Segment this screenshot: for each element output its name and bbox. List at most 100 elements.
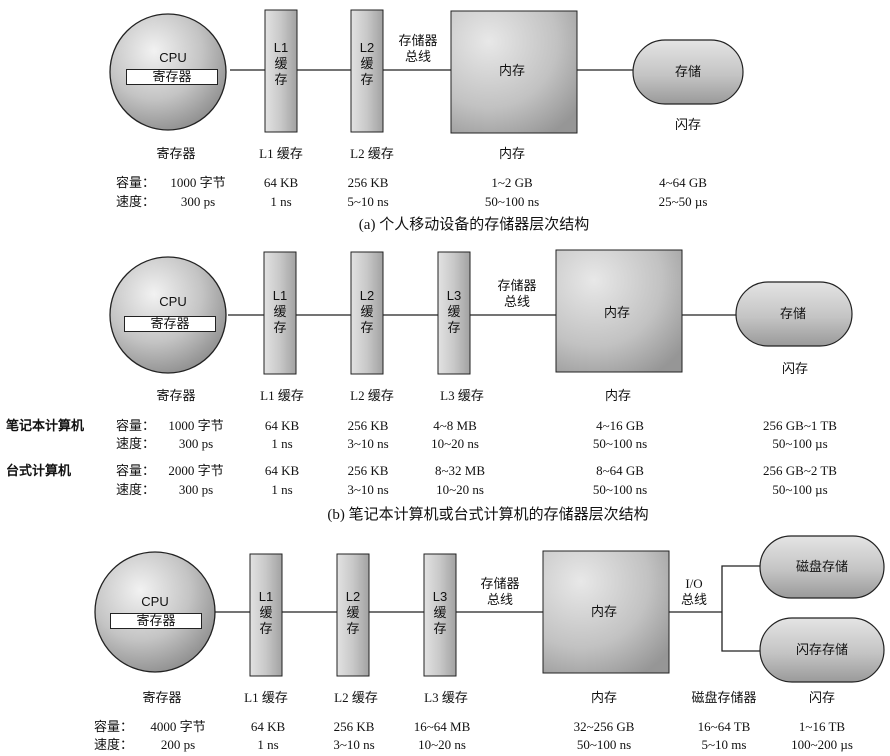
flash-storage-pill-c <box>759 617 885 683</box>
l2-short-b: L2 <box>359 288 375 303</box>
l1-short-c: L1 <box>258 589 274 604</box>
b-desktop-cap-flash: 256 GB~2 TB <box>763 463 837 478</box>
l1-char2-c: 存 <box>259 621 273 636</box>
panel-b-graphics <box>109 249 853 375</box>
c-speed-registers: 200 ps <box>160 737 196 752</box>
l1-cache-block-a <box>264 9 298 133</box>
c-cap-flash: 1~16 TB <box>798 719 846 734</box>
l2-cache-block-a <box>350 9 384 133</box>
b-desktop-cap-l2: 256 KB <box>347 463 389 478</box>
c-speed-l3: 10~20 ns <box>418 737 466 752</box>
l2-short-a: L2 <box>359 40 375 55</box>
memory-inbox-b: 内存 <box>603 305 631 320</box>
c-speed-l2: 3~10 ns <box>333 737 375 752</box>
b-desktop-speed-l3: 10~20 ns <box>436 482 484 497</box>
b-laptop-speed-registers: 300 ps <box>178 436 214 451</box>
l2-short-c: L2 <box>345 589 361 604</box>
a-cap-memory: 1~2 GB <box>491 175 533 190</box>
speed-label-b-laptop: 速度： <box>116 436 156 451</box>
flash-storage-inbox-c: 闪存存储 <box>795 642 849 657</box>
memory-inbox-c: 内存 <box>590 604 618 619</box>
cpu-circle-b <box>109 256 227 374</box>
b-desktop-speed-registers: 300 ps <box>178 482 214 497</box>
memory-bus-label2-a: 总线 <box>404 49 432 64</box>
l1-char2-b: 存 <box>273 320 287 335</box>
desktop-label: 台式计算机 <box>6 463 72 478</box>
a-speed-l1: 1 ns <box>270 194 292 209</box>
memory-bus-label1-c: 存储器 <box>480 576 520 591</box>
memory-block-a <box>450 10 578 134</box>
b-laptop-speed-l1: 1 ns <box>271 436 293 451</box>
b-laptop-speed-l3: 10~20 ns <box>431 436 479 451</box>
c-cap-l2: 256 KB <box>333 719 375 734</box>
speed-label-a: 速度： <box>116 194 156 209</box>
b-laptop-speed-flash: 50~100 µs <box>772 436 828 451</box>
flash-caption-c: 闪存 <box>808 690 836 705</box>
storage-inbox-b: 存储 <box>779 306 807 321</box>
l3-cache-block-c <box>423 553 457 677</box>
l2-char1-a: 缓 <box>360 56 374 71</box>
io-bus-label2-c: 总线 <box>680 592 708 607</box>
b-laptop-cap-l1: 64 KB <box>264 418 300 433</box>
l1-char2-a: 存 <box>274 72 288 87</box>
c-cap-registers: 4000 字节 <box>150 719 206 734</box>
a-speed-l2: 5~10 ns <box>347 194 389 209</box>
c-speed-memory: 50~100 ns <box>576 737 632 752</box>
l2-cache-block-b <box>350 251 384 375</box>
l3-short-c: L3 <box>432 589 448 604</box>
memory-bus-label1-a: 存储器 <box>398 33 438 48</box>
capacity-label-b-desktop: 容量： <box>116 463 156 478</box>
panel-c-graphics <box>94 535 885 683</box>
disk-storage-caption-c: 磁盘存储器 <box>691 690 757 705</box>
storage-inbox-a: 存储 <box>674 64 702 79</box>
l1-cache-caption-b: L1 缓存 <box>260 388 304 403</box>
c-speed-l1: 1 ns <box>257 737 279 752</box>
disk-storage-pill-c <box>759 535 885 599</box>
registers-caption-c: 寄存器 <box>142 690 182 705</box>
c-speed-disk: 5~10 ms <box>701 737 747 752</box>
b-desktop-speed-memory: 50~100 ns <box>592 482 648 497</box>
l2-cache-caption-c: L2 缓存 <box>334 690 378 705</box>
c-speed-flash: 100~200 µs <box>791 737 853 752</box>
a-speed-flash: 25~50 µs <box>658 194 708 209</box>
cpu-circle-c <box>94 551 216 673</box>
b-laptop-cap-registers: 1000 字节 <box>168 418 224 433</box>
b-desktop-cap-l3: 8~32 MB <box>434 463 486 478</box>
caption-a: (a) 个人移动设备的存储器层次结构 <box>358 217 590 233</box>
registers-caption-b: 寄存器 <box>156 388 196 403</box>
capacity-label-c: 容量： <box>94 719 134 734</box>
caption-b: (b) 笔记本计算机或台式计算机的存储器层次结构 <box>327 507 649 523</box>
b-laptop-speed-l2: 3~10 ns <box>347 436 389 451</box>
capacity-label-a: 容量： <box>116 175 156 190</box>
b-laptop-cap-flash: 256 GB~1 TB <box>763 418 837 433</box>
l1-cache-block-c <box>249 553 283 677</box>
memory-bus-label1-b: 存储器 <box>497 278 537 293</box>
a-cap-flash: 4~64 GB <box>659 175 707 190</box>
memory-block-c <box>542 550 670 674</box>
l3-char2-c: 存 <box>433 621 447 636</box>
io-bus-label1-c: I/O <box>685 576 703 591</box>
a-speed-memory: 50~100 ns <box>484 194 540 209</box>
memory-caption-b: 内存 <box>604 388 632 403</box>
flash-label-a: 闪存 <box>674 117 702 132</box>
c-cap-disk: 16~64 TB <box>697 719 751 734</box>
l2-char1-c: 缓 <box>346 605 360 620</box>
b-laptop-speed-memory: 50~100 ns <box>592 436 648 451</box>
registers-caption-a: 寄存器 <box>156 146 196 161</box>
a-cap-l2: 256 KB <box>347 175 389 190</box>
c-cap-l3: 16~64 MB <box>413 719 471 734</box>
l2-cache-caption-b: L2 缓存 <box>350 388 394 403</box>
a-cap-l1: 64 KB <box>263 175 299 190</box>
register-box-c: 寄存器 <box>110 613 202 629</box>
l3-cache-caption-c: L3 缓存 <box>424 690 468 705</box>
b-desktop-cap-registers: 2000 字节 <box>168 463 224 478</box>
speed-label-b-desktop: 速度： <box>116 482 156 497</box>
cpu-label-c: CPU <box>141 594 169 609</box>
memory-bus-label2-c: 总线 <box>486 592 514 607</box>
l2-cache-caption-a: L2 缓存 <box>350 146 394 161</box>
b-desktop-cap-memory: 8~64 GB <box>596 463 644 478</box>
l1-cache-caption-a: L1 缓存 <box>259 146 303 161</box>
l3-short-b: L3 <box>446 288 462 303</box>
b-desktop-speed-flash: 50~100 µs <box>772 482 828 497</box>
